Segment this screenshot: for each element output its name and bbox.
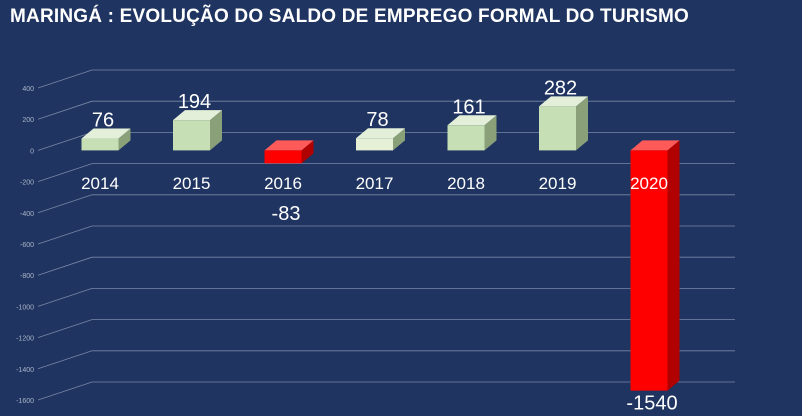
bar-front [356,138,393,151]
bar-front [264,150,302,164]
gridline [37,350,735,370]
bar-front [630,150,668,391]
data-label: -1540 [626,393,677,415]
x-tick-label: 2015 [173,174,211,193]
data-label: 194 [178,91,211,113]
x-tick-label: 2014 [81,174,119,193]
x-tick-label: 2017 [356,174,394,193]
bar-side [118,128,131,151]
bar-top [264,140,314,151]
gridline [37,100,735,120]
data-label: 78 [366,109,388,131]
y-tick-label: -1600 [16,398,34,405]
bar-side [393,128,405,151]
bar-2020 [630,140,680,391]
data-label: 282 [544,77,577,99]
y-tick-label: -200 [20,180,34,187]
gridline [37,194,735,214]
chart-title: MARINGÁ : EVOLUÇÃO DO SALDO DE EMPREGO F… [10,6,690,27]
y-tick-label: 400 [22,86,34,93]
gridline [37,225,735,245]
y-axis-ticks: 400 200 0 -200 -400 -600 -800 -1000 -1200 -1400 -1… [16,86,34,405]
y-tick-label: 0 [30,148,34,155]
bar-2016 [264,140,314,164]
x-tick-label: 2019 [539,174,577,193]
y-tick-label: -1400 [16,367,34,374]
gridline [37,256,735,276]
x-axis-labels: 2014 2015 2016 2017 2018 2019 2020 [81,174,668,193]
grid-layer [37,69,735,401]
bar-front [173,120,210,151]
bars-layer [81,96,680,391]
data-label: 76 [92,110,114,132]
bar-side [484,115,497,151]
data-label: 161 [452,96,485,118]
x-tick-label: 2020 [630,174,668,193]
bar-top [81,128,131,139]
y-tick-label: -1200 [16,336,34,343]
y-tick-label: -800 [20,273,34,280]
bar-front [81,138,119,151]
bar-2018 [447,115,497,151]
bar-2014 [81,128,131,151]
gridline [37,287,735,307]
bar-2017 [356,128,405,151]
bar-top [447,115,497,126]
x-tick-label: 2018 [447,174,485,193]
data-label: -83 [272,203,301,225]
y-tick-label: -1000 [16,304,34,311]
bar-side [667,140,680,391]
y-tick-label: -600 [20,242,34,249]
bar-top [539,96,588,107]
y-tick-label: 200 [22,117,34,124]
bar-2015 [173,110,222,151]
bar-top [630,140,680,151]
x-tick-label: 2016 [264,174,302,193]
bar-top [356,128,405,139]
bar-side [210,110,222,151]
gridline [37,381,735,401]
bar-front [539,106,576,151]
bar-side [301,140,314,164]
bar-top [173,110,222,121]
y-tick-label: -400 [20,211,34,218]
bar-front [447,125,485,151]
bar-side [576,96,588,151]
gridline [37,69,735,89]
gridline [37,319,735,338]
gridline [37,163,735,182]
data-labels: 76 194 -83 78 161 282 -1540 [92,77,678,414]
bar-2019 [539,96,588,151]
